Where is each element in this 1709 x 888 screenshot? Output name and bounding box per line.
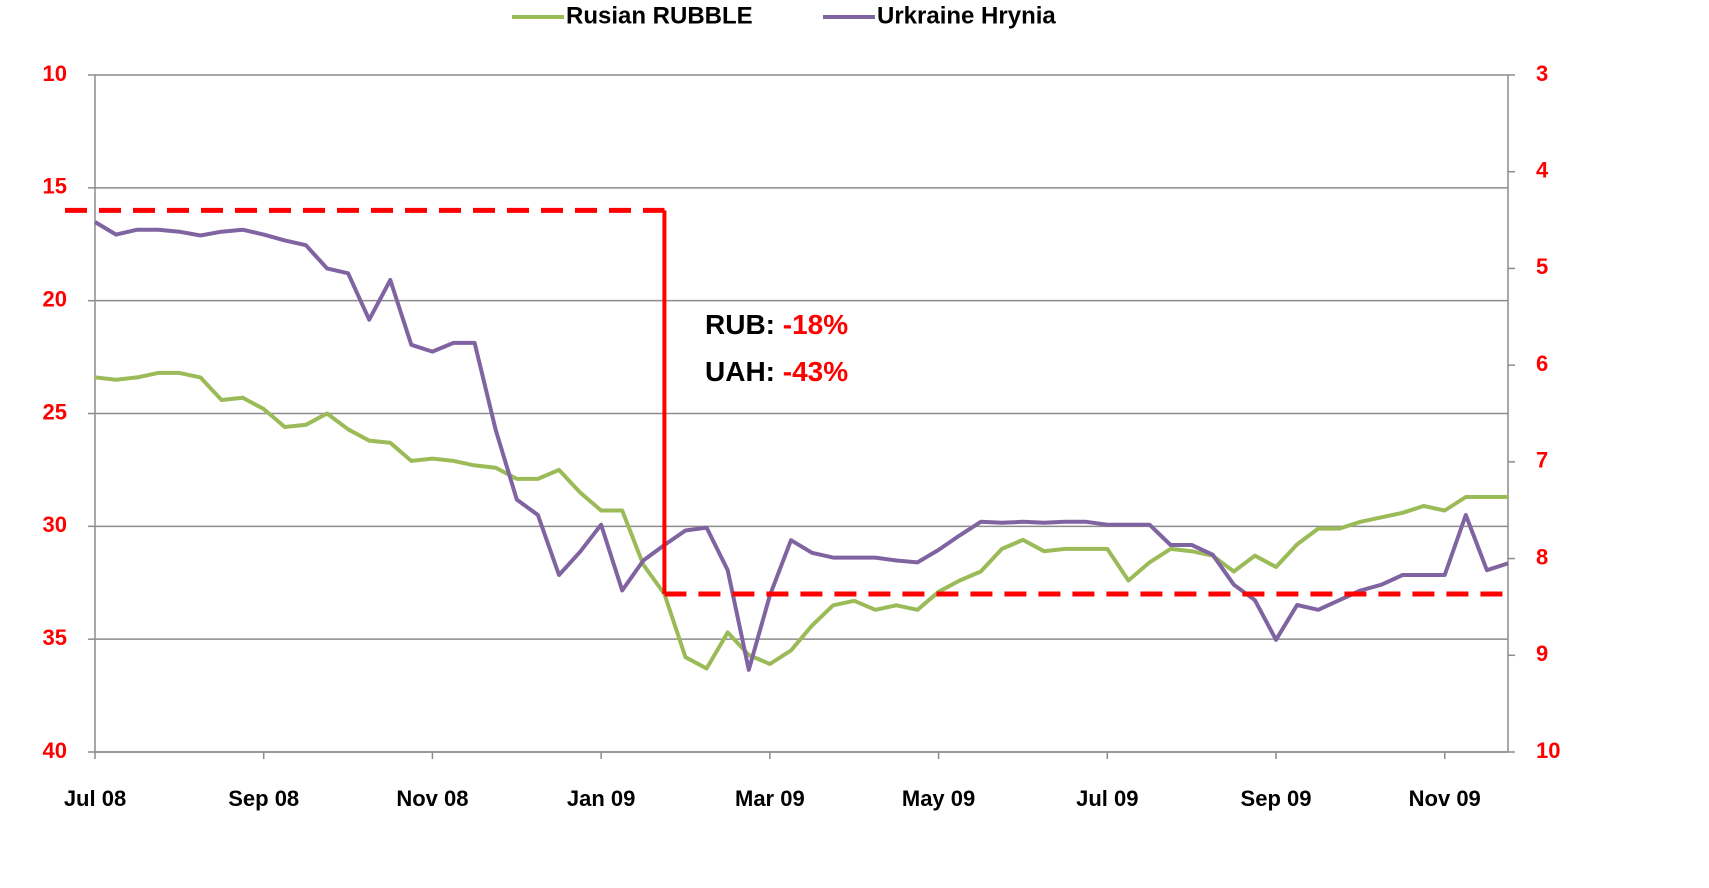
x-tick-label: Sep 08 [228,786,299,811]
y2-tick-label: 7 [1536,448,1548,473]
legend-label: Rusian RUBBLE [566,2,753,29]
y2-tick-label: 6 [1536,351,1548,376]
y-tick-label: 30 [43,512,67,537]
annotation-value: -43% [783,356,848,387]
x-tick-label: Sep 09 [1241,786,1312,811]
x-tick-label: Jul 08 [64,786,126,811]
y-tick-label: 15 [43,174,67,199]
x-tick-label: Nov 09 [1409,786,1481,811]
x-tick-label: Nov 08 [396,786,468,811]
x-tick-label: Jan 09 [567,786,636,811]
y-tick-label: 25 [43,399,67,424]
y2-tick-label: 5 [1536,254,1548,279]
y2-tick-label: 10 [1536,738,1560,763]
annotation-value: -18% [783,309,848,340]
annotation: UAH: -43% [705,356,848,387]
x-tick-label: Jul 09 [1076,786,1138,811]
y-tick-label: 10 [43,61,67,86]
y-tick-label: 40 [43,738,67,763]
x-tick-label: Mar 09 [735,786,805,811]
x-tick-label: May 09 [902,786,975,811]
y-tick-label: 20 [43,286,67,311]
annotation-label: UAH: [705,356,775,387]
series-line [94,370,1508,671]
y2-tick-label: 9 [1536,641,1548,666]
annotation: RUB: -18% [705,309,848,340]
y2-tick-label: 4 [1536,158,1549,183]
y-tick-label: 35 [43,625,67,650]
legend-label: Urkraine Hrynia [877,2,1056,29]
series-line [93,220,1509,672]
y2-tick-label: 8 [1536,544,1548,569]
annotation-label: RUB: [705,309,775,340]
y2-tick-label: 3 [1536,61,1548,86]
